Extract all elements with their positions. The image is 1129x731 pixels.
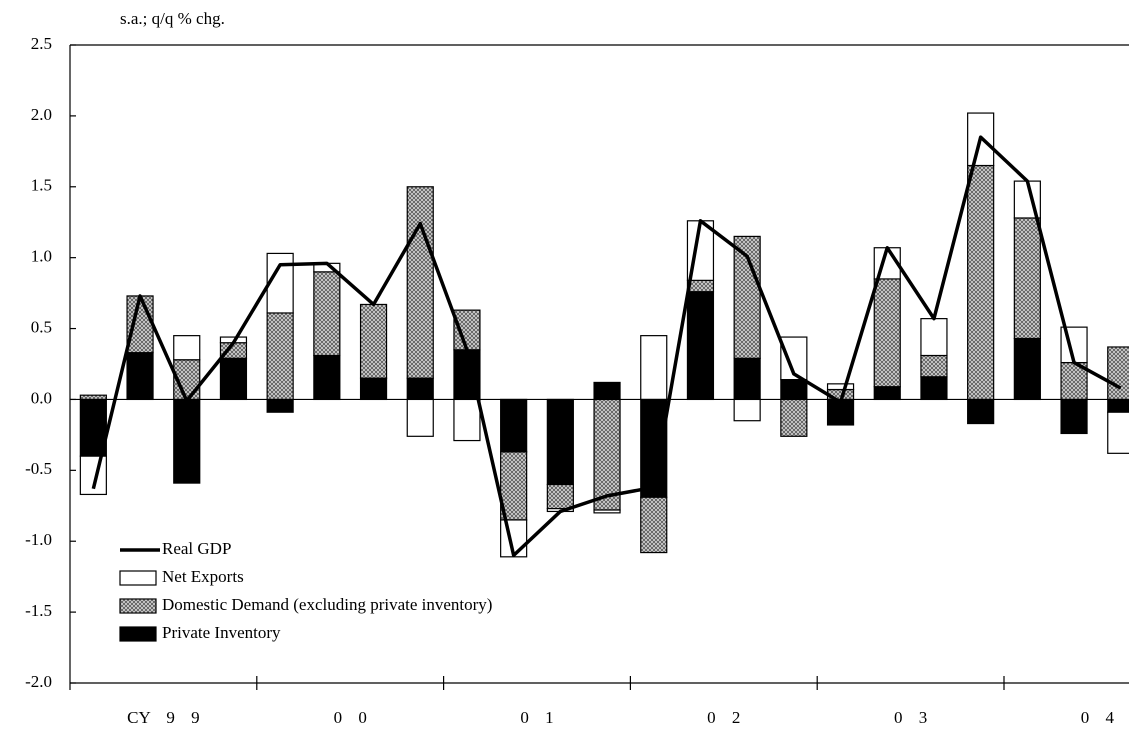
bar-segment — [873, 278, 901, 388]
bar-segment — [546, 398, 574, 486]
y-tick-label: -2.0 — [25, 672, 52, 691]
bar-segment — [79, 398, 107, 457]
bar-segment — [640, 335, 668, 401]
bar-segment — [967, 164, 995, 401]
y-tick-label: 1.5 — [31, 176, 52, 195]
bar-segment — [826, 383, 855, 391]
bar-segment — [733, 357, 761, 401]
bar-segment — [359, 377, 388, 401]
plot-area — [79, 112, 1129, 558]
bar-segment — [313, 354, 341, 401]
bar-segment — [593, 381, 621, 401]
y-axis-label: s.a.; q/q % chg. — [120, 9, 225, 28]
bar-segment — [266, 312, 294, 401]
x-group-label: 0 1 — [520, 708, 553, 727]
bar-segment — [920, 318, 948, 357]
bar-segment — [593, 509, 621, 514]
bar-segment — [1107, 346, 1129, 401]
bar-segment — [1107, 411, 1129, 454]
bar-segment — [406, 186, 434, 379]
legend-swatch — [119, 626, 157, 642]
y-tick-label: 0.0 — [31, 388, 52, 407]
y-tick-label: 2.5 — [31, 34, 52, 53]
y-tick-label: -0.5 — [25, 459, 52, 478]
bar-segment — [173, 335, 201, 361]
y-tick-label: 0.5 — [31, 317, 52, 336]
bar-segment — [1060, 398, 1088, 435]
bar-segment — [313, 271, 341, 357]
x-group-label: 0 4 — [1081, 708, 1115, 727]
bar-segment — [780, 378, 808, 401]
legend-swatch — [119, 570, 157, 586]
bar-segment — [967, 398, 995, 425]
bar-segment — [920, 376, 948, 401]
bar-segment — [920, 354, 948, 378]
bar-segment — [406, 398, 434, 437]
legend: Real GDP Net Exports Domestic Demand (excl… — [119, 539, 492, 642]
bar-segment — [406, 377, 434, 401]
y-tick-label: -1.0 — [25, 530, 52, 549]
bar-segment — [173, 398, 201, 484]
x-group-label: 0 2 — [707, 708, 740, 727]
y-tick-label: -1.5 — [25, 601, 52, 620]
bar-segment — [1013, 337, 1041, 401]
legend-label: Private Inventory — [162, 623, 281, 642]
bar-segment — [359, 303, 388, 379]
bar-segment — [126, 295, 154, 354]
bar-segment — [79, 394, 107, 401]
legend-label: Real GDP — [162, 539, 231, 558]
bar-segment — [500, 398, 528, 453]
bar-segment — [686, 291, 715, 401]
bar-segment — [453, 398, 481, 442]
bar-segment — [640, 398, 668, 498]
bar-segment — [546, 483, 574, 510]
bar-segment — [219, 357, 248, 401]
x-group-label: CY 9 9 — [127, 708, 200, 727]
bar-segment — [780, 398, 808, 437]
line — [91, 135, 1122, 558]
bar-segment — [266, 398, 294, 413]
legend-swatch — [119, 598, 157, 614]
bar-segment — [1013, 217, 1041, 340]
axes: -2.0 -1.5 -1.0 -0.5 0.0 0.5 1.0 1.5 2.0 2.5 CY 9 9… — [25, 34, 1129, 727]
bar-segment — [640, 496, 668, 554]
bar-segment — [1107, 398, 1129, 413]
bar-segment — [733, 398, 761, 422]
bar-segment — [873, 386, 901, 401]
legend-label: Domestic Demand (excluding private inven… — [162, 595, 492, 614]
bar-segment — [126, 352, 154, 401]
y-tick-label: 2.0 — [31, 105, 52, 124]
x-group-label: 0 3 — [894, 708, 927, 727]
y-tick-label: 1.0 — [31, 247, 52, 266]
legend-label: Net Exports — [162, 567, 244, 586]
x-group-label: 0 0 — [334, 708, 367, 727]
